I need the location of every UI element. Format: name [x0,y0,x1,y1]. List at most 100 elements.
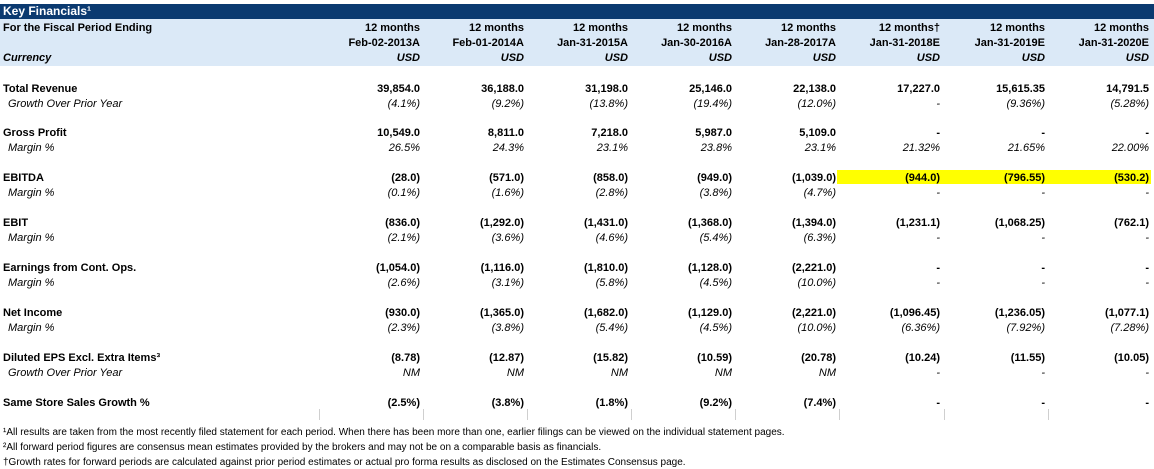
row-sub-value: (5.8%) [595,277,628,289]
row-sub-label: Growth Over Prior Year [8,98,123,110]
row-sub-value: (7.92%) [1006,322,1045,334]
row-sub-value: (10.0%) [797,277,836,289]
row-value: 22,138.0 [793,83,836,95]
row-sub-value: 23.1% [596,142,628,154]
row-sub-label: Margin % [8,232,55,244]
row-label: Earnings from Cont. Ops. [3,262,137,274]
row-value: 10,549.0 [377,127,420,139]
row-value: (930.0) [385,307,420,319]
column-header-date: Jan-30-2016A [661,37,732,49]
row-sub-value: 22.00% [1111,142,1149,154]
row-value: 8,811.0 [487,127,524,139]
row-sub-value: 21.65% [1007,142,1045,154]
row-sub-value: - [936,232,940,244]
row-sub-value: (2.8%) [595,187,628,199]
row-value: 5,987.0 [695,127,732,139]
row-sub-value: (2.6%) [387,277,420,289]
column-header-period: 12 months [780,22,836,34]
row-value: (11.55) [1010,352,1045,364]
footnote-3: †Growth rates for forward periods are ca… [3,457,686,468]
column-header-period: 12 months [364,22,420,34]
row-sub-value: (5.4%) [699,232,732,244]
row-value: 31,198.0 [585,83,628,95]
row-sub-value: - [1145,277,1149,289]
row-sub-value: - [1145,367,1149,379]
column-header-currency: USD [1125,52,1149,64]
row-value: (10.24) [905,352,940,364]
row-value: 25,146.0 [689,83,732,95]
row-sub-value: 23.8% [700,142,732,154]
row-sub-value: - [1145,187,1149,199]
row-sub-value: - [936,98,940,110]
row-value: - [1041,127,1045,139]
row-value: 7,218.0 [591,127,628,139]
column-divider [631,409,632,420]
column-header-date: Jan-31-2015A [557,37,628,49]
row-value: (1,365.0) [479,307,524,319]
row-sub-value: NM [610,367,628,379]
column-header-date: Jan-31-2020E [1078,37,1149,49]
row-value: (1,039.0) [791,172,836,184]
row-sub-value: (19.4%) [693,98,732,110]
row-value: (571.0) [489,172,524,184]
row-value: (1,368.0) [687,217,732,229]
column-divider [527,409,528,420]
column-header-currency: USD [708,52,732,64]
row-value: (7.4%) [803,397,836,409]
row-value: (1,116.0) [480,262,524,274]
row-value: (1,431.0) [583,217,628,229]
ebitda-estimate-highlight [942,170,1047,184]
row-value: (1,810.0) [583,262,628,274]
row-label: EBITDA [3,172,44,184]
row-value: 17,227.0 [897,83,940,95]
column-header-period: 12 months [1093,22,1149,34]
row-value: (858.0) [593,172,628,184]
column-header-date: Jan-28-2017A [765,37,836,49]
row-sub-label: Margin % [8,187,55,199]
currency-label: Currency [3,52,52,64]
row-value: (2.5%) [387,397,420,409]
column-divider [735,409,736,420]
row-sub-value: - [1041,187,1045,199]
ebitda-estimate-highlight [837,170,942,184]
row-sub-value: (12.0%) [797,98,836,110]
row-value: 36,188.0 [481,83,524,95]
row-value: - [936,397,940,409]
footnote-2: ²All forward period figures are consensu… [3,442,602,453]
fiscal-period-label: For the Fiscal Period Ending [3,22,153,34]
column-header-currency: USD [916,52,940,64]
column-divider [839,409,840,420]
row-sub-label: Margin % [8,142,55,154]
row-sub-label: Margin % [8,322,55,334]
row-value: 15,615.35 [996,83,1045,95]
column-header-currency: USD [812,52,836,64]
row-value: - [936,127,940,139]
row-sub-value: (13.8%) [589,98,628,110]
table-title: Key Financials¹ [0,4,1154,19]
row-sub-value: - [936,367,940,379]
column-header-date: Jan-31-2018E [869,37,940,49]
column-header-currency: USD [396,52,420,64]
row-sub-value: (1.6%) [491,187,524,199]
row-label: Total Revenue [3,83,78,95]
row-sub-value: (10.0%) [797,322,836,334]
column-divider [319,409,320,420]
row-sub-label: Growth Over Prior Year [8,367,123,379]
column-header-currency: USD [500,52,524,64]
row-value: - [1041,262,1045,274]
row-sub-value: (9.36%) [1006,98,1045,110]
row-sub-value: (4.5%) [699,277,732,289]
row-label: Net Income [3,307,63,319]
column-divider [944,409,945,420]
row-sub-label: Margin % [8,277,55,289]
row-value: (1,096.45) [889,307,940,319]
row-value: (1.8%) [595,397,628,409]
row-label: Gross Profit [3,127,67,139]
row-sub-value: - [1041,277,1045,289]
row-value: (1,231.1) [895,217,940,229]
row-sub-value: - [1041,367,1045,379]
row-value: (28.0) [391,172,420,184]
row-sub-value: (4.6%) [595,232,628,244]
header-band [0,19,1154,66]
